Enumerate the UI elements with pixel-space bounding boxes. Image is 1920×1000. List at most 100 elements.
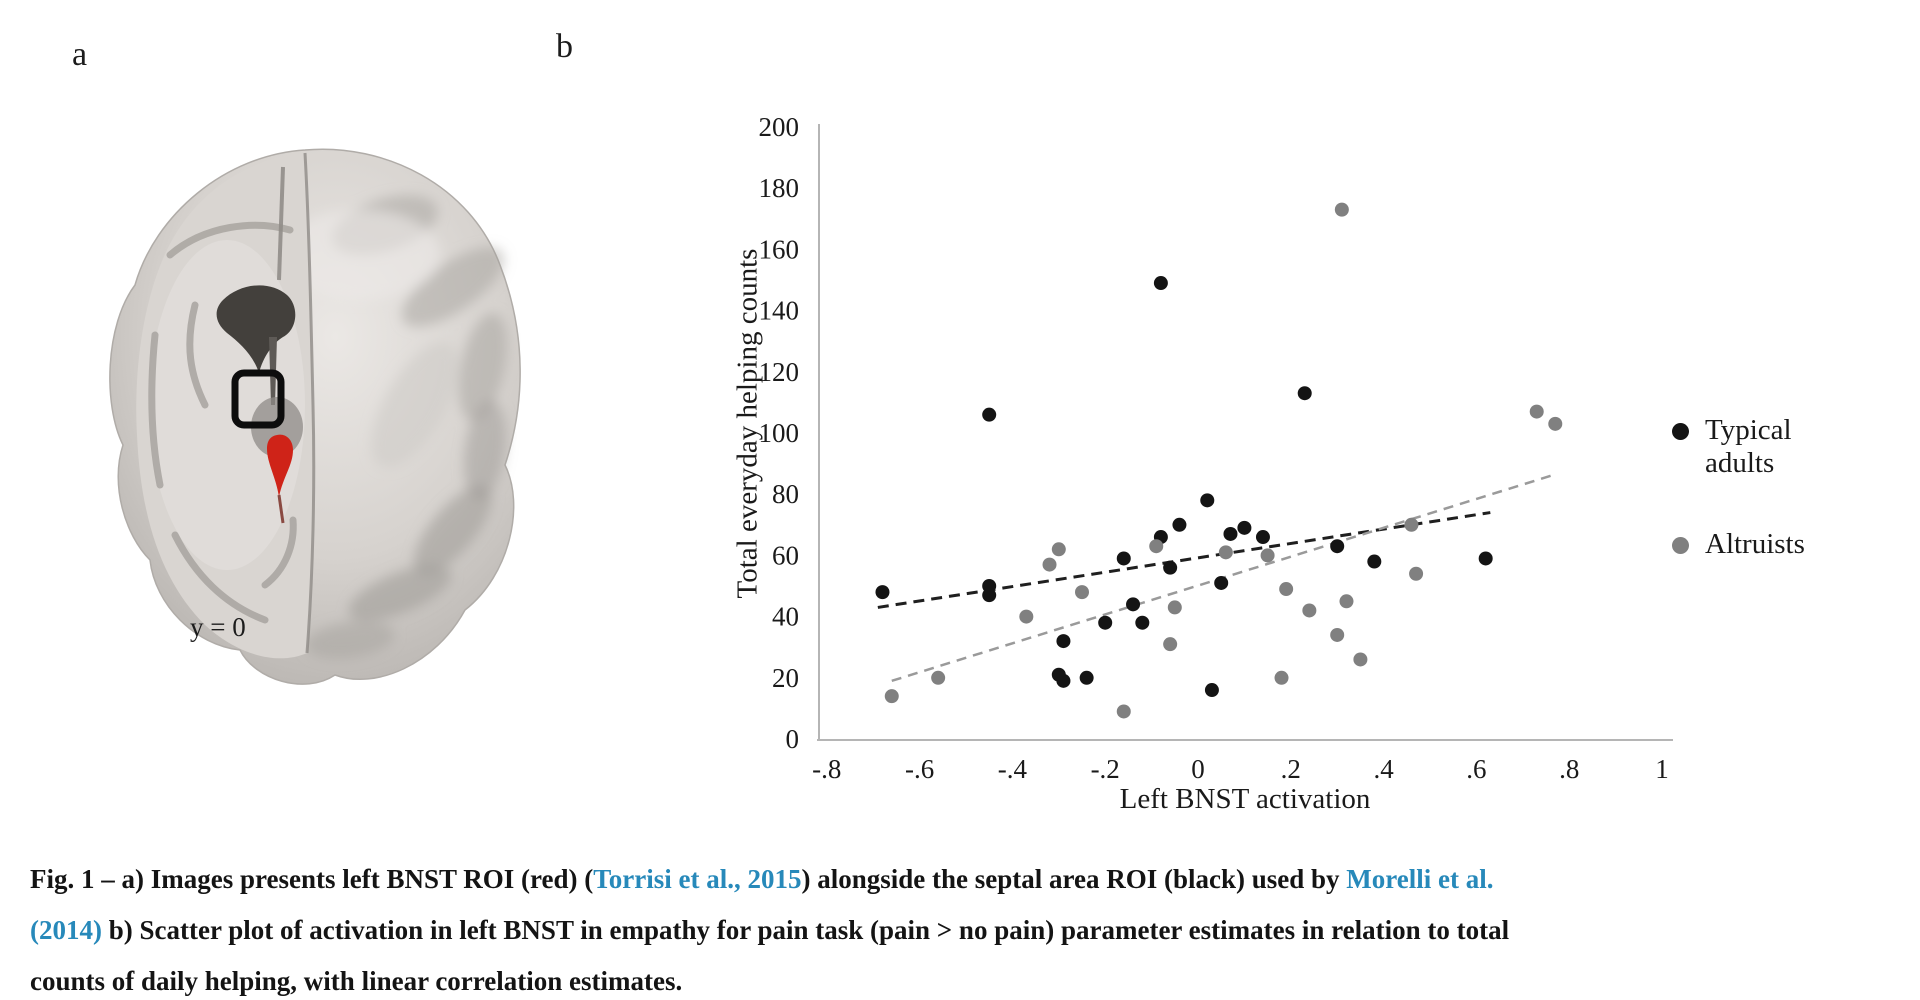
x-tick-label: -.8	[812, 754, 841, 784]
x-axis-title: Left BNST activation	[1119, 783, 1371, 815]
scatter-point-altruists	[1274, 670, 1289, 685]
x-tick-label: 0	[1191, 754, 1205, 784]
scatter-point-altruists	[1330, 627, 1345, 642]
scatter-point-typical-adults	[1056, 673, 1071, 688]
scatter-point-altruists	[931, 670, 946, 685]
legend-item-altruists: Altruists	[1672, 528, 1835, 561]
scatter-point-altruists	[1019, 609, 1034, 624]
y-axis-title: Total everyday helping counts	[731, 248, 764, 599]
scatter-point-altruists	[1075, 585, 1089, 600]
caption-link-torrisi[interactable]: Torrisi et al., 2015	[593, 864, 802, 894]
scatter-point-typical-adults	[1116, 551, 1131, 566]
caption-text: b) Scatter plot of activation in left BN…	[30, 915, 1510, 996]
x-tick-label: -.2	[1091, 754, 1120, 784]
x-tick-label: .6	[1466, 754, 1486, 784]
scatter-point-typical-adults	[982, 588, 997, 603]
panel-a-label: a	[72, 36, 88, 73]
y-tick-label: 20	[772, 663, 799, 693]
y-tick-label: 140	[759, 296, 800, 326]
bnst-roi-red-marker	[267, 434, 293, 497]
scatter-point-typical-adults	[982, 407, 997, 422]
trend-lines	[877, 474, 1552, 683]
scatter-point-typical-adults	[1330, 539, 1345, 554]
scatter-point-typical-adults	[1297, 386, 1312, 401]
caption-link-morelli[interactable]: Morelli et al. (2014)	[30, 864, 1494, 945]
scatter-point-typical-adults	[1135, 615, 1150, 630]
data-points	[875, 202, 1563, 719]
scatter-point-altruists	[1149, 539, 1164, 554]
x-tick-label: .2	[1281, 754, 1301, 784]
x-tick-label: .4	[1373, 754, 1394, 784]
scatter-point-altruists	[1163, 637, 1178, 652]
x-tick-label: .8	[1559, 754, 1579, 784]
scatter-point-altruists	[1529, 404, 1544, 419]
scatter-point-altruists	[1409, 566, 1424, 581]
y-tick-label: 100	[759, 418, 800, 448]
trend-line-typical-adults	[877, 511, 1491, 609]
legend-dot-gray	[1672, 537, 1689, 554]
scatter-point-altruists	[884, 689, 899, 704]
panel-b-label: b	[556, 28, 573, 65]
scatter-point-altruists	[1218, 545, 1233, 560]
scatter-point-altruists	[1548, 416, 1563, 431]
scatter-point-typical-adults	[1214, 575, 1229, 590]
scatter-point-altruists	[1051, 542, 1066, 557]
y-tick-label: 40	[772, 602, 799, 632]
x-tick-label: -.4	[998, 754, 1028, 784]
brain-panel	[55, 105, 555, 705]
bnst-roi-tail	[277, 494, 285, 524]
figure-caption: Fig. 1 – a) Images presents left BNST RO…	[30, 854, 1526, 1000]
scatter-point-altruists	[1339, 594, 1354, 609]
y-tick-label: 200	[759, 112, 800, 142]
y-tick-label: 60	[772, 540, 799, 570]
legend-label: Altruists	[1705, 528, 1805, 560]
legend-item-typical-adults: Typical adults	[1672, 414, 1835, 480]
brain-midline-edge	[303, 152, 316, 654]
scatter-point-typical-adults	[1200, 493, 1215, 508]
scatter-point-typical-adults	[1163, 560, 1178, 575]
scatter-point-typical-adults	[1237, 520, 1252, 535]
scatter-point-typical-adults	[1255, 530, 1270, 545]
brain-illustration	[109, 148, 521, 685]
scatter-point-altruists	[1353, 652, 1368, 667]
brain-gyri-shading	[280, 194, 508, 659]
y-tick-label: 80	[772, 479, 799, 509]
scatter-point-altruists	[1302, 603, 1317, 618]
legend-label: Typical adults	[1705, 414, 1792, 479]
scatter-point-altruists	[1334, 202, 1349, 217]
scatter-point-typical-adults	[1478, 551, 1493, 566]
caption-text: ) alongside the septal area ROI (black) …	[801, 864, 1347, 894]
scatter-point-typical-adults	[1056, 634, 1071, 649]
scatter-point-altruists	[1404, 517, 1419, 532]
caption-text: Fig. 1 – a) Images presents left BNST RO…	[30, 864, 594, 894]
scatter-point-typical-adults	[1153, 276, 1168, 291]
septal-roi-outline	[231, 369, 285, 429]
y-tick-label: 0	[786, 724, 800, 754]
tick-labels: -.8 -.6 -.4 -.2 0 .2 .4 .6 .8 1 0 20 40 60 80 100 120 140…	[759, 112, 1669, 784]
scatter-point-altruists	[1260, 548, 1275, 563]
axes	[817, 124, 1673, 741]
scatter-point-altruists	[1279, 582, 1294, 597]
scatter-point-typical-adults	[1098, 615, 1113, 630]
scatter-point-typical-adults	[1126, 597, 1141, 612]
scatter-point-altruists	[1116, 704, 1131, 719]
scatter-point-altruists	[1167, 600, 1182, 615]
scatter-point-typical-adults	[1172, 517, 1187, 532]
legend-dot-black	[1672, 423, 1689, 440]
scatter-point-typical-adults	[1367, 554, 1382, 569]
scatter-point-typical-adults	[1223, 526, 1238, 541]
brain-cortex-lines	[148, 221, 297, 624]
brain-midline-fissure	[277, 166, 285, 281]
scatter-point-typical-adults	[1204, 683, 1219, 698]
scatter-point-typical-adults	[875, 585, 890, 600]
y-tick-label: 160	[759, 234, 800, 264]
x-tick-label: 1	[1655, 754, 1669, 784]
y-tick-label: 120	[759, 357, 800, 387]
scatter-point-typical-adults	[1079, 670, 1094, 685]
brain-ventricles	[216, 285, 296, 373]
scatter-point-altruists	[1042, 557, 1057, 572]
x-tick-label: -.6	[905, 754, 934, 784]
y-tick-label: 180	[759, 173, 800, 203]
